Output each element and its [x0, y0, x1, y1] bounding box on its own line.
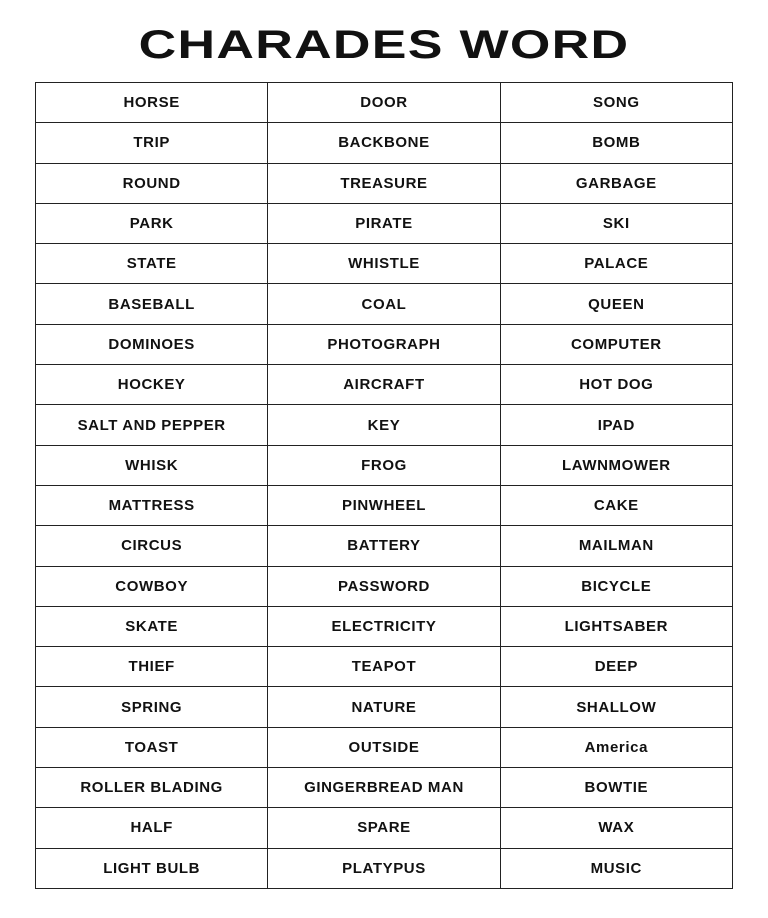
word-cell: MATTRESS — [34, 484, 269, 527]
word-cell: BACKBONE — [267, 122, 501, 164]
word-cell: LAWNMOWER — [499, 444, 734, 486]
word-cell: America — [499, 726, 734, 769]
word-cell: GARBAGE — [499, 162, 734, 204]
table-row: PARK PIRATE SKI — [34, 202, 734, 245]
word-cell: PASSWORD — [267, 565, 501, 607]
word-cell: TREASURE — [267, 162, 501, 204]
word-cell: LIGHT BULB — [34, 847, 269, 889]
table-row: TRIP BACKBONE BOMB — [34, 122, 734, 164]
word-cell: IPAD — [499, 404, 734, 446]
word-cell: SKATE — [34, 605, 269, 648]
word-cell: TOAST — [34, 726, 269, 769]
word-cell: ROLLER BLADING — [34, 767, 269, 809]
table-row: LIGHT BULB PLATYPUS MUSIC — [34, 847, 734, 889]
word-cell: BASEBALL — [34, 283, 269, 325]
word-cell: OUTSIDE — [267, 726, 501, 769]
word-cell: HOT DOG — [499, 364, 734, 406]
word-cell: GINGERBREAD MAN — [267, 767, 501, 809]
word-cell: PLATYPUS — [267, 847, 501, 889]
table-row: THIEF TEAPOT DEEP — [34, 646, 734, 688]
word-cell: SALT AND PEPPER — [34, 404, 269, 446]
word-cell: HALF — [34, 807, 269, 849]
table-row: ROLLER BLADING GINGERBREAD MAN BOWTIE — [34, 767, 734, 809]
word-cell: WAX — [499, 807, 734, 849]
word-cell: MUSIC — [499, 847, 734, 889]
word-cell: SHALLOW — [499, 686, 734, 728]
word-cell: SKI — [499, 202, 734, 245]
word-cell: THIEF — [34, 646, 269, 688]
word-cell: BOMB — [499, 122, 734, 164]
word-cell: NATURE — [267, 686, 501, 728]
table-row: ROUND TREASURE GARBAGE — [34, 162, 734, 204]
table-row: COWBOY PASSWORD BICYCLE — [34, 565, 734, 607]
word-cell: TEAPOT — [267, 646, 501, 688]
word-cell: COMPUTER — [499, 323, 734, 366]
word-cell: SPRING — [34, 686, 269, 728]
word-cell: TRIP — [34, 122, 269, 164]
word-cell: KEY — [267, 404, 501, 446]
word-cell: HOCKEY — [34, 364, 269, 406]
word-cell: ROUND — [34, 162, 269, 204]
word-cell: PARK — [34, 202, 269, 245]
word-cell: LIGHTSABER — [499, 605, 734, 648]
table-row: HALF SPARE WAX — [34, 807, 734, 849]
table-row: HOCKEY AIRCRAFT HOT DOG — [34, 364, 734, 406]
word-cell: PINWHEEL — [267, 484, 501, 527]
word-cell: CIRCUS — [34, 525, 269, 567]
word-cell: DOMINOES — [34, 323, 269, 366]
table-row: CIRCUS BATTERY MAILMAN — [34, 525, 734, 567]
table-row: DOMINOES PHOTOGRAPH COMPUTER — [34, 323, 734, 366]
word-cell: AIRCRAFT — [267, 364, 501, 406]
word-cell: WHISK — [34, 444, 269, 486]
word-cell: ELECTRICITY — [267, 605, 501, 648]
word-cell: MAILMAN — [499, 525, 734, 567]
word-cell: FROG — [267, 444, 501, 486]
word-cell: WHISTLE — [267, 243, 501, 285]
table-row: SPRING NATURE SHALLOW — [34, 686, 734, 728]
word-cell: DOOR — [267, 81, 501, 124]
word-cell: BOWTIE — [499, 767, 734, 809]
word-cell: COAL — [267, 283, 501, 325]
table-row: SALT AND PEPPER KEY IPAD — [34, 404, 734, 446]
word-cell: SPARE — [267, 807, 501, 849]
word-cell: PIRATE — [267, 202, 501, 245]
table-row: WHISK FROG LAWNMOWER — [34, 444, 734, 486]
word-cell: SONG — [499, 81, 734, 124]
word-cell: QUEEN — [499, 283, 734, 325]
table-row: STATE WHISTLE PALACE — [34, 243, 734, 285]
word-cell: DEEP — [499, 646, 734, 688]
table-row: BASEBALL COAL QUEEN — [34, 283, 734, 325]
charades-word-table: HORSE DOOR SONG TRIP BACKBONE BOMB ROUND TREASU… — [34, 81, 734, 889]
word-cell: BICYCLE — [499, 565, 734, 607]
word-cell: CAKE — [499, 484, 734, 527]
table-row: HORSE DOOR SONG — [34, 81, 734, 124]
word-cell: PALACE — [499, 243, 734, 285]
word-cell: PHOTOGRAPH — [267, 323, 501, 366]
table-row: MATTRESS PINWHEEL CAKE — [34, 484, 734, 527]
page-title: CHARADES WORD — [138, 23, 630, 67]
word-cell: BATTERY — [267, 525, 501, 567]
table-row: TOAST OUTSIDE America — [34, 726, 734, 769]
word-cell: STATE — [34, 243, 269, 285]
word-cell: HORSE — [34, 81, 269, 124]
word-cell: COWBOY — [34, 565, 269, 607]
table-row: SKATE ELECTRICITY LIGHTSABER — [34, 605, 734, 648]
